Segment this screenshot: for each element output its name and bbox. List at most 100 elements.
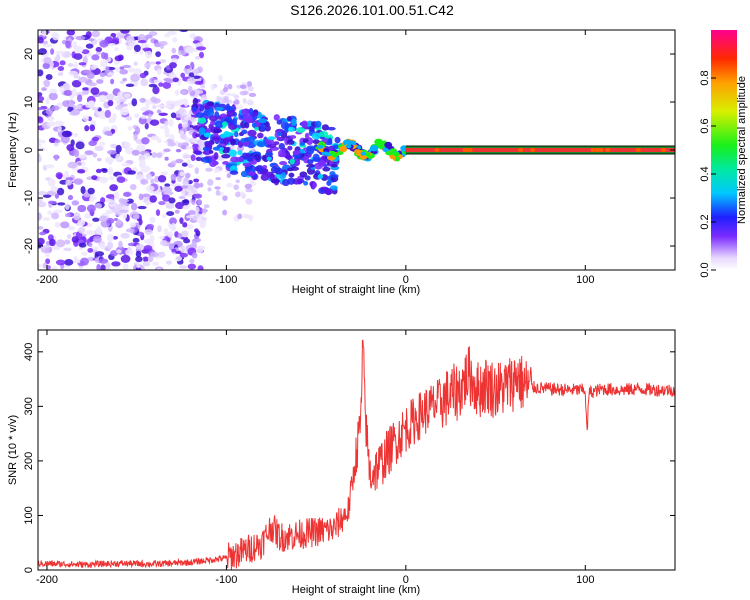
noise-blob — [168, 72, 177, 80]
noise-blob — [142, 261, 151, 267]
noise-blob — [143, 245, 153, 252]
noise-blob — [100, 60, 108, 68]
noise-blob — [119, 107, 129, 116]
noise-blob — [170, 173, 177, 181]
noise-blob — [99, 72, 106, 77]
noise-blob — [177, 50, 187, 56]
noise-blob — [162, 81, 172, 89]
noise-blob — [54, 221, 61, 228]
noise-blob — [38, 143, 42, 147]
noise-blob — [125, 228, 135, 233]
noise-blob — [194, 167, 199, 175]
noise-blob — [214, 186, 221, 190]
tone-blob — [346, 143, 352, 149]
noise-blob — [139, 50, 144, 55]
energy-blob — [286, 116, 292, 122]
noise-blob — [135, 256, 143, 263]
noise-blob — [80, 251, 88, 256]
noise-blob — [179, 252, 188, 258]
snr-series-line — [38, 339, 675, 570]
noise-blob — [119, 66, 125, 70]
noise-blob — [94, 145, 104, 152]
noise-blob — [196, 219, 205, 223]
noise-blob — [105, 199, 115, 203]
noise-blob — [132, 213, 140, 220]
noise-blob — [180, 72, 186, 78]
energy-blob — [212, 128, 223, 134]
energy-blob — [278, 149, 287, 157]
noise-blob — [77, 219, 86, 227]
noise-blob — [248, 92, 257, 98]
noise-blob — [135, 250, 142, 258]
noise-blob — [96, 264, 101, 270]
noise-blob — [49, 88, 58, 94]
noise-blob — [233, 94, 240, 99]
noise-blob — [146, 223, 155, 230]
noise-blob — [45, 108, 54, 116]
noise-blob — [48, 200, 57, 205]
noise-blob — [57, 202, 66, 206]
noise-blob — [180, 145, 187, 150]
noise-blob — [159, 125, 169, 129]
noise-blob — [156, 267, 162, 270]
noise-blob — [77, 204, 87, 213]
noise-blob — [94, 251, 105, 257]
noise-blob — [185, 145, 192, 150]
energy-blob — [331, 174, 339, 178]
energy-blob — [288, 172, 295, 178]
energy-blob — [215, 120, 224, 129]
noise-blob — [152, 261, 160, 267]
noise-blob — [38, 237, 45, 245]
noise-blob — [112, 113, 117, 121]
noise-blob — [73, 61, 78, 70]
energy-blob — [258, 118, 267, 124]
energy-blob — [306, 159, 314, 165]
noise-blob — [190, 185, 195, 191]
energy-blob — [260, 173, 269, 181]
noise-blob — [179, 30, 189, 33]
noise-blob — [165, 260, 172, 265]
energy-blob — [314, 120, 322, 128]
y-tick-label: -10 — [23, 190, 35, 206]
noise-blob — [201, 217, 207, 221]
energy-blob — [233, 131, 239, 138]
noise-blob — [78, 242, 87, 248]
noise-blob — [190, 76, 195, 84]
noise-blob — [210, 83, 216, 90]
noise-blob — [73, 53, 83, 60]
noise-blob — [60, 221, 70, 229]
noise-blob — [65, 40, 72, 49]
noise-blob — [92, 235, 102, 243]
noise-blob — [159, 43, 165, 50]
noise-blob — [68, 99, 75, 108]
y-tick-label: 10 — [23, 96, 35, 108]
noise-blob — [75, 91, 85, 97]
noise-blob — [88, 38, 95, 42]
noise-blob — [91, 246, 99, 251]
noise-blob — [164, 133, 171, 138]
noise-blob — [54, 154, 59, 161]
y-tick-label: 0 — [23, 567, 35, 573]
noise-blob — [107, 149, 117, 155]
noise-blob — [181, 133, 187, 140]
noise-blob — [99, 215, 108, 222]
noise-blob — [121, 162, 131, 167]
noise-blob — [72, 212, 81, 221]
noise-blob — [194, 80, 204, 85]
noise-blob — [184, 65, 191, 69]
noise-blob — [73, 149, 80, 158]
noise-blob — [182, 154, 193, 159]
noise-blob — [38, 190, 47, 196]
noise-blob — [43, 43, 53, 48]
noise-blob — [125, 83, 135, 87]
noise-blob — [237, 213, 243, 220]
noise-blob — [42, 40, 49, 45]
energy-blob — [262, 164, 268, 169]
tone-blob — [369, 144, 379, 152]
noise-blob — [127, 126, 133, 131]
noise-blob — [143, 62, 151, 69]
noise-blob — [156, 104, 165, 108]
tone-blob — [339, 145, 347, 153]
energy-blob — [267, 136, 276, 141]
energy-blob — [311, 132, 321, 140]
